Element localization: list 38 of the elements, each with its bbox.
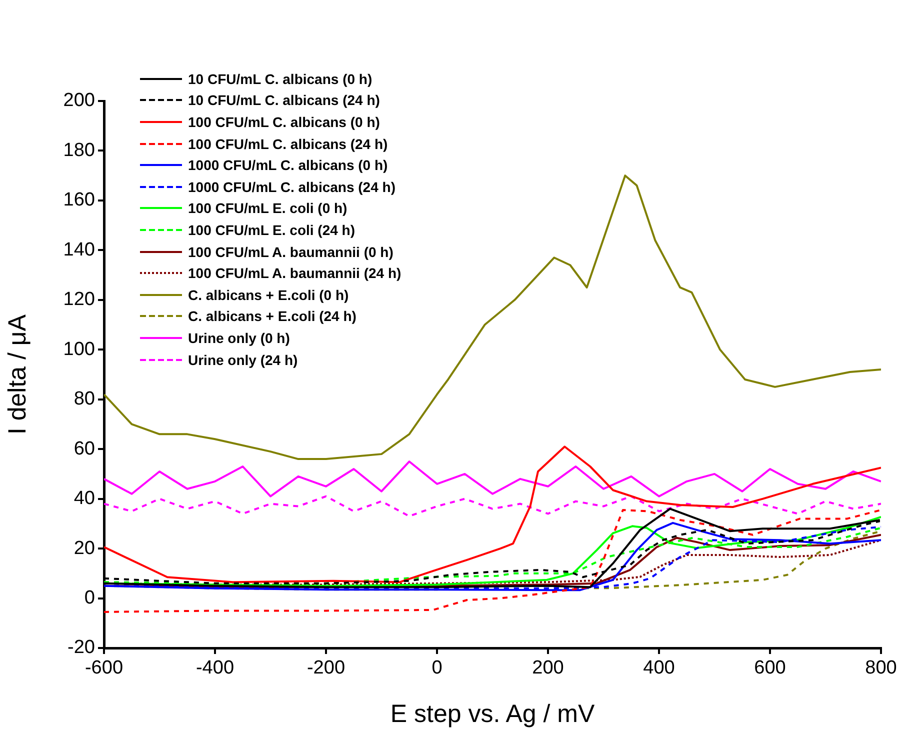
legend-label: 1000 CFU/mL C. albicans (24 h) <box>188 178 396 195</box>
legend-label: 10 CFU/mL C. albicans (24 h) <box>188 92 380 108</box>
x-tick-label: 400 <box>643 658 675 679</box>
y-tick-label: 0 <box>84 588 95 609</box>
legend-label: 100 CFU/mL C. albicans (0 h) <box>188 114 380 130</box>
x-tick-label: -600 <box>84 658 124 679</box>
y-tick-label: 160 <box>63 190 95 211</box>
y-tick-label: 180 <box>63 140 95 161</box>
line-series <box>104 509 881 613</box>
x-tick-label: 200 <box>532 658 564 679</box>
y-tick-label: 100 <box>63 338 95 360</box>
legend-label: 10 CFU/mL C. albicans (0 h) <box>188 70 372 87</box>
x-tick-label: 800 <box>865 658 897 679</box>
legend-label: 100 CFU/mL C. albicans (24 h) <box>188 136 388 152</box>
legend-label: 100 CFU/mL E. coli (24 h) <box>188 222 356 238</box>
y-tick-label: 80 <box>74 388 95 410</box>
legend-label: Urine only (0 h) <box>188 330 290 346</box>
y-axis-title: I delta / μA <box>4 313 32 437</box>
legend-label: Urine only (24 h) <box>188 352 298 368</box>
legend-label: C. albicans + E.coli (24 h) <box>188 308 356 324</box>
y-tick-label: 120 <box>63 289 95 310</box>
y-tick-label: 140 <box>63 239 95 260</box>
line-series <box>104 495 881 518</box>
legend-label: 100 CFU/mL E. coli (0 h) <box>188 200 348 216</box>
x-axis-title: E step vs. Ag / mV <box>389 700 596 729</box>
x-tick-label: 0 <box>432 658 442 679</box>
x-tick-label: -200 <box>306 658 346 679</box>
legend-label: 1000 CFU/mL C. albicans (0 h) <box>188 157 388 174</box>
x-tick-label: -400 <box>196 658 234 679</box>
legend-label: 100 CFU/mL A. baumannii (24 h) <box>188 265 402 282</box>
y-tick-label: -20 <box>68 637 95 658</box>
y-tick-label: 40 <box>74 488 95 510</box>
legend-label: C. albicans + E.coli (0 h) <box>188 286 349 303</box>
legend-label: 100 CFU/mL A. baumannii (0 h) <box>188 244 394 260</box>
x-tick-label: 600 <box>754 658 786 679</box>
y-tick-label: 200 <box>63 90 95 112</box>
y-tick-label: 60 <box>74 438 95 460</box>
y-tick-label: 20 <box>74 538 95 559</box>
